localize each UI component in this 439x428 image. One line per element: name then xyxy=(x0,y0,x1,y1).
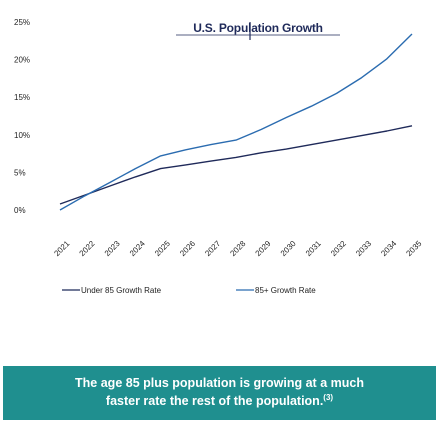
y-tick-label: 20% xyxy=(14,56,30,65)
legend-item-85-plus-label: 85+ Growth Rate xyxy=(255,286,316,295)
banner-footnote: (3) xyxy=(323,392,334,402)
banner-line-1: The age 85 plus population is growing at… xyxy=(75,376,364,390)
legend-item-under-85-label: Under 85 Growth Rate xyxy=(81,286,162,295)
x-tick-label: 2021 xyxy=(52,239,71,258)
x-tick-label: 2030 xyxy=(279,239,298,258)
x-tick-label: 2028 xyxy=(228,239,247,258)
x-tick-label: 2034 xyxy=(379,239,398,258)
x-tick-label: 2023 xyxy=(103,239,122,258)
banner-line-2-text: faster rate the rest of the population. xyxy=(105,394,324,408)
x-tick-label: 2022 xyxy=(78,239,97,258)
y-tick-label: 5% xyxy=(14,168,26,177)
x-tick-label: 2024 xyxy=(128,239,147,258)
series-line-under-85 xyxy=(59,125,413,205)
y-tick-label: 0% xyxy=(14,206,26,215)
y-tick-label: 15% xyxy=(14,93,30,102)
x-tick-label: 2029 xyxy=(254,239,273,258)
summary-banner: The age 85 plus population is growing at… xyxy=(3,366,436,420)
chart-title: U.S. Population Growth xyxy=(193,21,323,35)
y-tick-label: 10% xyxy=(14,131,30,140)
y-tick-label: 25% xyxy=(14,18,30,27)
x-tick-label: 2026 xyxy=(178,239,197,258)
x-tick-label: 2035 xyxy=(404,239,423,258)
series-line-85-plus xyxy=(59,33,413,211)
x-tick-label: 2032 xyxy=(329,239,348,258)
banner-line-2: faster rate the rest of the population.(… xyxy=(3,392,436,410)
x-tick-label: 2027 xyxy=(203,239,222,258)
x-tick-label: 2025 xyxy=(153,239,172,258)
x-tick-label: 2031 xyxy=(304,239,323,258)
population-growth-chart: U.S. Population Growth 0%5%10%15%20%25% … xyxy=(14,18,424,295)
x-tick-label: 2033 xyxy=(354,239,373,258)
